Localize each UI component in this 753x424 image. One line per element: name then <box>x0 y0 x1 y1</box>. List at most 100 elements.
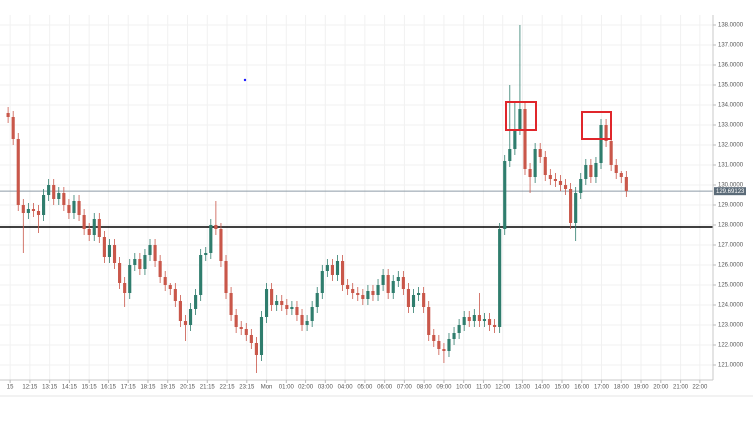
candle-body <box>254 343 258 355</box>
candle-body <box>249 335 253 343</box>
candle-body <box>330 265 335 275</box>
x-tick-label: 15:00 <box>554 385 570 391</box>
highlight-box <box>505 101 537 131</box>
y-tick-label: 121.0000 <box>718 363 744 369</box>
candle-body <box>133 259 137 265</box>
candle-body <box>77 201 81 215</box>
x-tick-label: 22:15 <box>220 385 236 391</box>
candle-body <box>16 139 20 205</box>
candle-body <box>599 125 603 163</box>
candle-body <box>123 283 127 293</box>
x-tick-label: 21:00 <box>673 385 689 391</box>
candle-body <box>57 193 61 199</box>
candle-body <box>158 261 162 277</box>
candle-body <box>432 335 436 341</box>
candle-body <box>163 277 167 285</box>
x-tick-label: 22:00 <box>692 385 708 391</box>
x-tick-label: 16:15 <box>101 385 117 391</box>
y-tick-label: 132.0000 <box>718 143 744 149</box>
candle-body <box>102 237 106 257</box>
candles <box>6 25 628 373</box>
x-tick-label: 20:00 <box>653 385 669 391</box>
candle-body <box>42 195 46 215</box>
candle-body <box>569 189 573 223</box>
price-label: 129.69123 <box>716 189 745 195</box>
candle-body <box>356 293 360 295</box>
candle-body <box>447 339 451 351</box>
candle-body <box>305 321 309 325</box>
candle-body <box>411 295 416 307</box>
x-tick-label: 11:00 <box>476 385 491 391</box>
candle-body <box>259 317 264 355</box>
candle-body <box>609 141 613 165</box>
candle-body <box>619 173 623 177</box>
candle-body <box>52 185 56 199</box>
x-tick-label: 23:15 <box>239 385 255 391</box>
candle-body <box>204 253 208 255</box>
candle-body <box>112 245 117 263</box>
y-tick-label: 127.0000 <box>718 243 744 249</box>
y-tick-label: 133.0000 <box>718 123 744 129</box>
x-tick-label: 15 <box>7 385 14 391</box>
x-tick-label: 15:15 <box>82 385 98 391</box>
candle-body <box>270 289 274 305</box>
candle-body <box>82 215 86 229</box>
axes: 121.0000 122.0000 123.0000 124.0000 125.0000… <box>0 15 753 397</box>
candle-body <box>477 315 481 321</box>
candle-body <box>391 281 395 293</box>
candle-body <box>498 229 502 327</box>
x-tick-label: 06:00 <box>377 385 393 391</box>
x-tick-label: 13:15 <box>42 385 58 391</box>
x-tick-label: 17:15 <box>121 385 137 391</box>
y-tick-label: 130.0000 <box>718 183 744 189</box>
x-tick-label: 03:00 <box>318 385 334 391</box>
candle-body <box>87 229 91 235</box>
candle-body <box>168 285 172 289</box>
candle-body <box>604 125 608 141</box>
candle-body <box>21 205 25 213</box>
candle-body <box>442 349 446 351</box>
candle-body <box>72 201 76 213</box>
candle-body <box>92 219 96 235</box>
x-tick-label: 13:00 <box>515 385 531 391</box>
candle-body <box>178 301 182 321</box>
candle-body <box>487 319 492 325</box>
x-tick-label: 04:00 <box>338 385 354 391</box>
y-tick-label: 125.0000 <box>718 283 744 289</box>
candle-body <box>107 245 112 257</box>
candle-body <box>386 275 390 293</box>
x-tick-label: 19:00 <box>634 385 650 391</box>
candle-body <box>26 209 30 213</box>
candle-body <box>229 293 233 315</box>
candle-body <box>153 245 157 261</box>
candle-body <box>523 109 527 169</box>
candle-body <box>543 157 547 175</box>
candle-body <box>584 165 588 179</box>
candle-body <box>366 291 370 299</box>
candle-body <box>31 209 36 211</box>
x-tick-label: 14:00 <box>535 385 551 391</box>
candle-body <box>351 289 355 293</box>
candle-body <box>47 185 51 195</box>
x-tick-label: 05:00 <box>357 385 373 391</box>
candle-body <box>437 341 441 349</box>
candle-body <box>508 149 512 161</box>
price-label-bg <box>714 187 746 196</box>
x-tick-label: 16:00 <box>574 385 590 391</box>
y-tick-label: 128.0000 <box>718 223 744 229</box>
candle-body <box>361 295 365 299</box>
x-tick-label: 01:00 <box>279 385 295 391</box>
candle-body <box>315 293 319 307</box>
candle-body <box>533 149 537 177</box>
candle-body <box>118 263 122 283</box>
x-tick-label: 14:15 <box>62 385 78 391</box>
candle-body <box>422 293 426 307</box>
x-tick-label: 10:00 <box>456 385 472 391</box>
candle-body <box>219 229 223 261</box>
x-tick-label: 08:00 <box>417 385 433 391</box>
candle-body <box>574 193 578 223</box>
candle-body <box>62 193 66 205</box>
candle-body <box>280 301 284 305</box>
candle-body <box>346 285 350 289</box>
